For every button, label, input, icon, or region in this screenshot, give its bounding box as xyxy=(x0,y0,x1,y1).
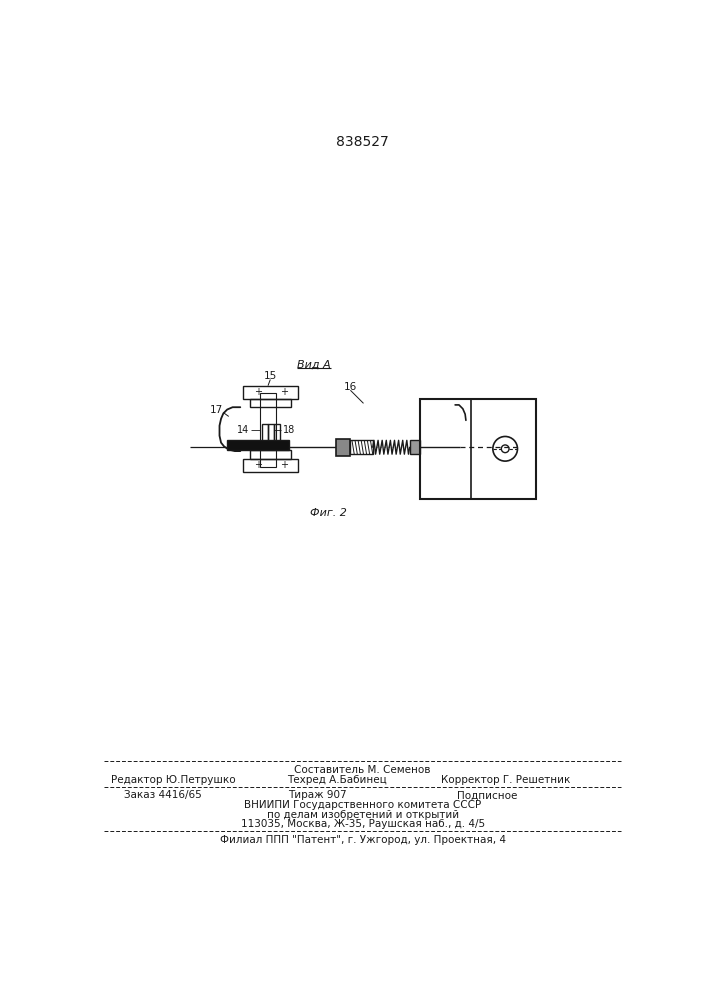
Text: 17: 17 xyxy=(210,405,223,415)
Text: 113035, Москва, Ж-35, Раушская наб., д. 4/5: 113035, Москва, Ж-35, Раушская наб., д. … xyxy=(240,819,485,829)
Text: Корректор Г. Решетник: Корректор Г. Решетник xyxy=(441,775,571,785)
Text: Тираж 907: Тираж 907 xyxy=(288,790,346,800)
Text: +: + xyxy=(280,460,288,470)
Bar xyxy=(262,424,268,447)
Text: ВНИИПИ Государственного комитета СССР: ВНИИПИ Государственного комитета СССР xyxy=(244,800,481,810)
Bar xyxy=(274,424,281,447)
Bar xyxy=(350,440,373,454)
Bar xyxy=(243,386,298,399)
Text: Вид А: Вид А xyxy=(296,360,330,370)
Text: Техред А.Бабинец: Техред А.Бабинец xyxy=(286,775,387,785)
Text: +: + xyxy=(254,460,262,470)
Text: 838527: 838527 xyxy=(337,135,389,149)
Bar xyxy=(250,450,291,459)
Text: Фиг. 2: Фиг. 2 xyxy=(310,508,347,518)
Bar xyxy=(268,424,274,447)
Bar xyxy=(336,439,350,456)
Text: Составитель М. Семенов: Составитель М. Семенов xyxy=(295,765,431,775)
Bar xyxy=(250,399,291,407)
Bar xyxy=(227,440,288,450)
Bar xyxy=(421,399,536,499)
Text: Филиал ППП "Патент", г. Ужгород, ул. Проектная, 4: Филиал ППП "Патент", г. Ужгород, ул. Про… xyxy=(220,835,506,845)
Text: Редактор Ю.Петрушко: Редактор Ю.Петрушко xyxy=(111,775,235,785)
Text: Подписное: Подписное xyxy=(457,790,517,800)
Text: 15: 15 xyxy=(264,371,277,381)
Bar xyxy=(243,459,298,472)
Text: +: + xyxy=(280,387,288,397)
Bar xyxy=(409,440,421,454)
Bar xyxy=(259,393,276,466)
Text: 16: 16 xyxy=(344,382,357,392)
Text: Заказ 4416/65: Заказ 4416/65 xyxy=(124,790,202,800)
Text: по делам изобретений и открытий: по делам изобретений и открытий xyxy=(267,810,459,820)
Text: 18: 18 xyxy=(283,425,295,435)
Text: +: + xyxy=(254,387,262,397)
Text: 14: 14 xyxy=(238,425,250,435)
